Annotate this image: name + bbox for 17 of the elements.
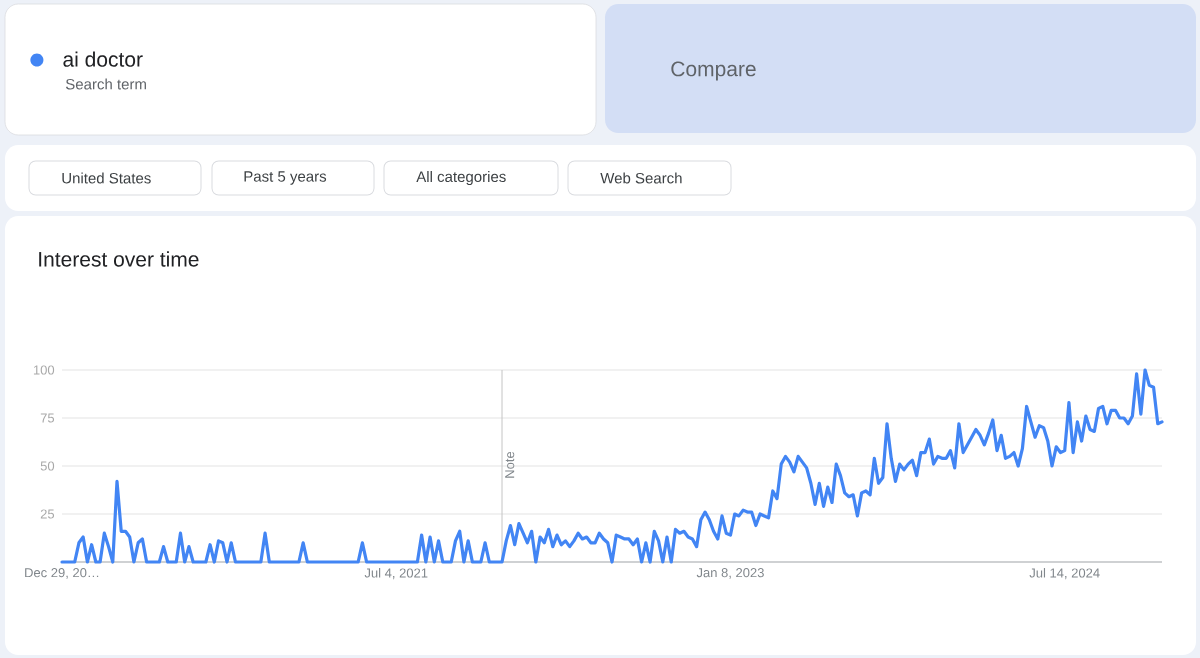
y-tick-label: 50 — [40, 461, 55, 471]
y-tick-label: 25 — [40, 509, 55, 519]
x-tick-label: Dec 29, 20… — [25, 568, 99, 579]
text: Past 5 years — [244, 171, 327, 185]
text: United States — [62, 172, 151, 184]
ref-line-label: Note — [505, 451, 515, 478]
x-tick-label: Jul 4, 2021 — [364, 568, 428, 580]
legend-label: ai doctor — [63, 51, 143, 67]
y-tick-label: 75 — [40, 413, 55, 423]
text: All categories — [416, 171, 506, 185]
x-tick-label: Jan 8, 2023 — [696, 568, 764, 579]
x-tick-label: Jul 14, 2024 — [1029, 568, 1100, 580]
text: Search term — [65, 78, 146, 90]
chart-title: Interest over time — [39, 251, 199, 267]
text: Compare — [671, 61, 756, 81]
y-tick-label: 100 — [33, 365, 55, 375]
text: Web Search — [600, 172, 682, 184]
